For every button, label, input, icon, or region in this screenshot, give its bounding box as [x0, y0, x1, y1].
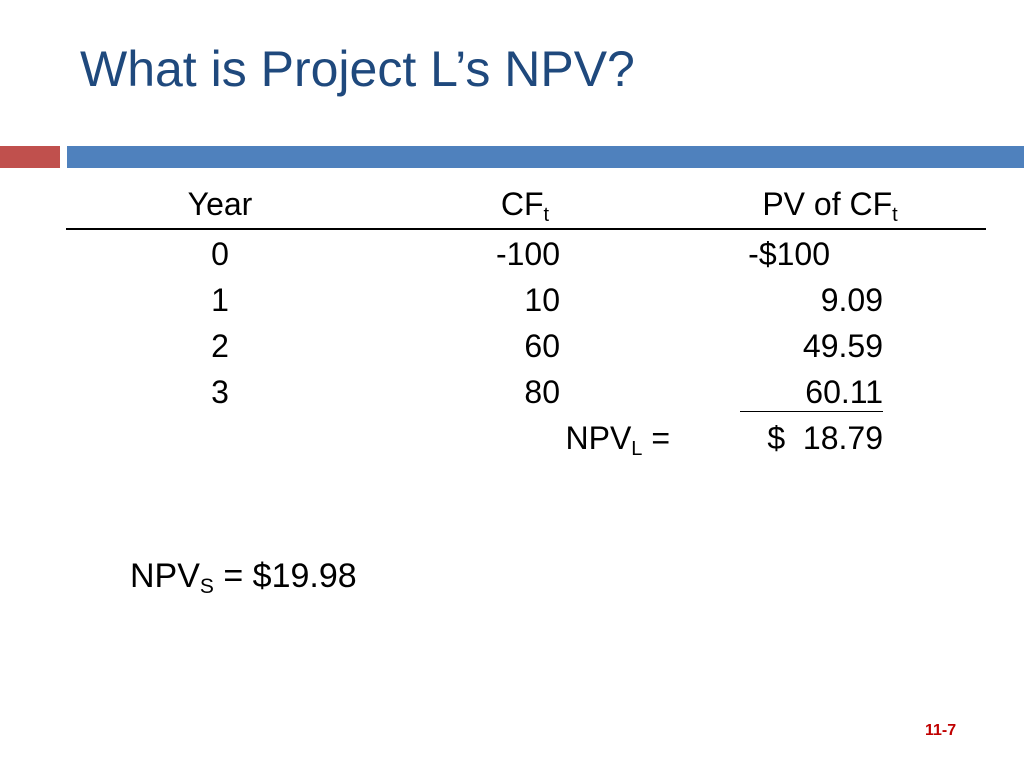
- npv-s-label: NPV: [130, 557, 200, 595]
- header-pv: PV of CFt: [720, 184, 940, 226]
- sum-underline: [740, 411, 883, 412]
- row-3-cf: 80: [524, 374, 560, 410]
- row-1-year: 1: [211, 282, 229, 318]
- row-2-cf: 60: [524, 328, 560, 364]
- accent-bar-right: [67, 146, 1024, 168]
- row-0-pv: -$100: [748, 236, 830, 272]
- npv-l-equals: =: [642, 420, 670, 456]
- npv-l-text: NPV: [565, 420, 632, 456]
- row-1-cf: 10: [524, 282, 560, 318]
- header-pv-subscript: t: [892, 204, 898, 226]
- slide-number: 11-7: [925, 722, 957, 739]
- header-divider: [66, 228, 986, 230]
- npv-l-label: NPVL =: [500, 418, 671, 460]
- row-3-year: 3: [211, 374, 229, 410]
- row-1-pv: 9.09: [820, 282, 883, 318]
- npv-s-statement: NPVS = $19.98: [130, 555, 357, 597]
- header-year: Year: [187, 186, 253, 222]
- npv-l-value: $ 18.79: [767, 420, 883, 456]
- npv-l-subscript: L: [631, 438, 643, 460]
- row-0-year: 0: [211, 236, 229, 272]
- slide-title: What is Project L’s NPV?: [80, 41, 635, 97]
- row-2-pv: 49.59: [802, 328, 883, 364]
- header-cf-label: CF: [500, 186, 544, 222]
- row-2-year: 2: [211, 328, 229, 364]
- npv-s-value: = $19.98: [213, 557, 357, 595]
- header-cf: CFt: [450, 184, 600, 226]
- npv-s-subscript: S: [199, 575, 214, 598]
- header-pv-label: PV of CF: [762, 186, 893, 222]
- row-0-cf: -100: [495, 236, 560, 272]
- header-cf-subscript: t: [543, 204, 550, 226]
- row-3-pv: 60.11: [805, 374, 883, 410]
- accent-bar-left: [0, 146, 60, 168]
